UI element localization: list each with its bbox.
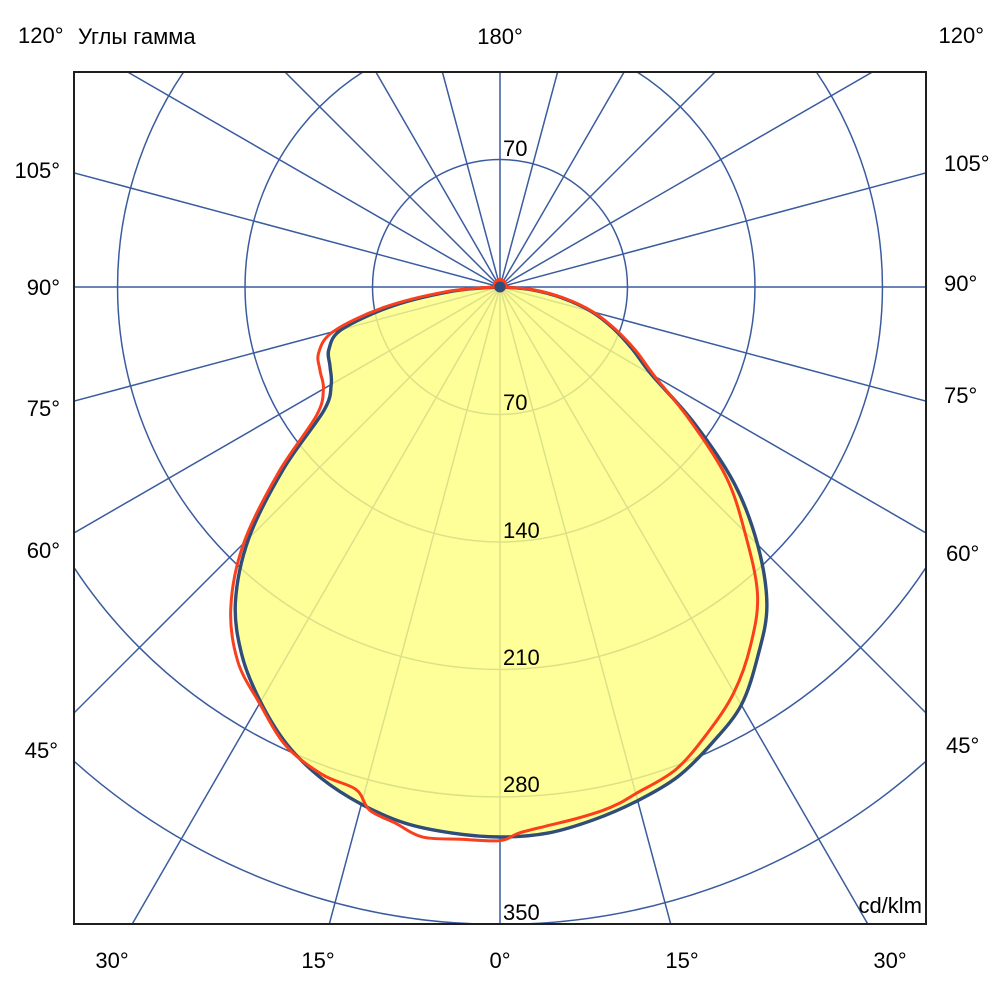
curve-c90-c270 <box>229 285 760 843</box>
gamma-angle-label: 45° <box>946 733 979 758</box>
gamma-ray-line <box>441 72 501 288</box>
chart-title: Углы гамма <box>78 24 196 49</box>
gamma-angle-label: 120° <box>18 23 64 48</box>
gamma-ray-line <box>74 286 501 402</box>
chart-unit-label: cd/klm <box>858 893 922 918</box>
gamma-ray-line <box>375 72 501 288</box>
gamma-angle-label: 60° <box>946 541 979 566</box>
intensity-ring-label: 210 <box>503 645 540 670</box>
gamma-ray-line <box>499 286 926 402</box>
intensity-ring-label: 280 <box>503 772 540 797</box>
gamma-angle-label: 0° <box>489 948 510 973</box>
gamma-ray-line <box>499 72 717 288</box>
gamma-ray-line <box>74 286 501 534</box>
gamma-angle-label: 90° <box>944 271 977 296</box>
intensity-ring-label: 350 <box>503 900 540 925</box>
gamma-ray-line <box>499 72 625 288</box>
gamma-angle-label: 30° <box>95 948 128 973</box>
gamma-ray-line <box>499 172 926 288</box>
gamma-angle-label: 45° <box>25 738 58 763</box>
intensity-ring-label: 70 <box>503 136 527 161</box>
gamma-ray-line <box>283 72 501 288</box>
gamma-angle-label: 75° <box>944 383 977 408</box>
gamma-angle-label: 90° <box>27 275 60 300</box>
plot-border <box>73 71 927 925</box>
gamma-ray-line <box>499 286 926 534</box>
gamma-angle-label: 15° <box>665 948 698 973</box>
intensity-ring-label: 140 <box>503 518 540 543</box>
intensity-ring-label: 70 <box>503 390 527 415</box>
gamma-ray-line <box>499 72 874 288</box>
gamma-angle-label: 75° <box>27 396 60 421</box>
gamma-ray-line <box>126 72 501 288</box>
gamma-angle-label: 180° <box>477 24 523 49</box>
gamma-angle-label: 15° <box>301 948 334 973</box>
gamma-ray-line <box>499 72 559 288</box>
axis-labels: 120° 180° 120° 105° 90° 75° 60° 45° 105° 90° 75° 60… <box>14 23 989 973</box>
curve-c0-c180 <box>233 285 769 839</box>
gamma-angle-label: 120° <box>938 23 984 48</box>
gamma-angle-label: 60° <box>27 538 60 563</box>
gamma-angle-label: 105° <box>944 151 990 176</box>
gamma-angle-label: 30° <box>873 948 906 973</box>
curves-layer <box>229 285 769 843</box>
gamma-angle-label: 105° <box>14 158 60 183</box>
center-origin-dot <box>494 281 506 293</box>
gamma-ray-line <box>74 172 501 288</box>
